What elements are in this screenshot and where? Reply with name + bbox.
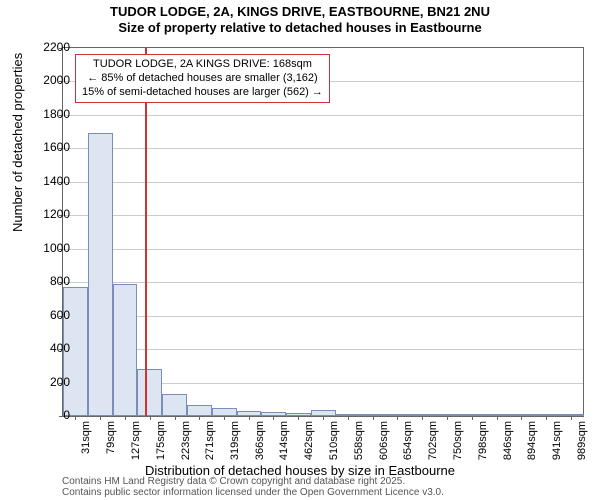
y-tick-label: 2000 xyxy=(20,73,70,87)
histogram-bar xyxy=(534,414,559,416)
histogram-bar xyxy=(187,405,212,416)
x-tick-label: 798sqm xyxy=(477,421,489,465)
y-tick-label: 400 xyxy=(20,341,70,355)
y-tick-label: 800 xyxy=(20,274,70,288)
y-tick-label: 2200 xyxy=(20,40,70,54)
x-tick-label: 175sqm xyxy=(155,421,167,465)
y-tick-label: 1600 xyxy=(20,140,70,154)
title-line2: Size of property relative to detached ho… xyxy=(118,20,481,35)
gridline xyxy=(63,249,583,250)
x-tick-label: 846sqm xyxy=(502,421,514,465)
x-tick-label: 750sqm xyxy=(452,421,464,465)
x-tick-label: 989sqm xyxy=(576,421,588,465)
y-tick-label: 200 xyxy=(20,375,70,389)
annot-line2: ← 85% of detached houses are smaller (3,… xyxy=(87,72,318,84)
x-tick-label: 223sqm xyxy=(180,421,192,465)
title-line1: TUDOR LODGE, 2A, KINGS DRIVE, EASTBOURNE… xyxy=(110,4,490,19)
x-tick-label: 606sqm xyxy=(378,421,390,465)
annotation-box: TUDOR LODGE, 2A KINGS DRIVE: 168sqm ← 85%… xyxy=(75,54,330,103)
histogram-bar xyxy=(212,408,237,416)
histogram-bar xyxy=(559,414,584,416)
x-tick-label: 414sqm xyxy=(278,421,290,465)
y-tick-label: 600 xyxy=(20,308,70,322)
histogram-bar xyxy=(137,369,162,416)
x-tick-label: 127sqm xyxy=(130,421,142,465)
x-tick-label: 79sqm xyxy=(105,421,117,465)
chart-title: TUDOR LODGE, 2A, KINGS DRIVE, EASTBOURNE… xyxy=(0,4,600,37)
footer-line2: Contains public sector information licen… xyxy=(62,487,444,498)
y-tick-label: 1400 xyxy=(20,174,70,188)
gridline xyxy=(63,349,583,350)
x-tick-label: 271sqm xyxy=(204,421,216,465)
annot-line1: TUDOR LODGE, 2A KINGS DRIVE: 168sqm xyxy=(93,58,312,70)
x-tick-label: 319sqm xyxy=(229,421,241,465)
x-tick-label: 702sqm xyxy=(427,421,439,465)
gridline xyxy=(63,316,583,317)
x-tick-label: 510sqm xyxy=(328,421,340,465)
y-tick-label: 0 xyxy=(20,408,70,422)
y-tick-label: 1800 xyxy=(20,107,70,121)
x-tick-label: 654sqm xyxy=(402,421,414,465)
gridline xyxy=(63,215,583,216)
gridline xyxy=(63,282,583,283)
footer: Contains HM Land Registry data © Crown c… xyxy=(62,476,444,498)
x-tick-label: 941sqm xyxy=(551,421,563,465)
footer-line1: Contains HM Land Registry data © Crown c… xyxy=(62,476,405,487)
x-tick-label: 462sqm xyxy=(303,421,315,465)
histogram-bar xyxy=(113,284,138,416)
plot-area: TUDOR LODGE, 2A KINGS DRIVE: 168sqm ← 85%… xyxy=(62,47,584,417)
x-tick-label: 558sqm xyxy=(353,421,365,465)
plot-area-wrap: TUDOR LODGE, 2A KINGS DRIVE: 168sqm ← 85%… xyxy=(62,47,584,417)
x-tick-label: 894sqm xyxy=(526,421,538,465)
x-tick-label: 366sqm xyxy=(254,421,266,465)
histogram-bar xyxy=(162,394,187,416)
gridline xyxy=(63,115,583,116)
histogram-bar xyxy=(88,133,113,416)
y-tick-label: 1200 xyxy=(20,207,70,221)
gridline xyxy=(63,148,583,149)
x-tick-label: 31sqm xyxy=(80,421,92,465)
annot-line3: 15% of semi-detached houses are larger (… xyxy=(82,86,323,98)
y-tick-label: 1000 xyxy=(20,241,70,255)
gridline xyxy=(63,182,583,183)
